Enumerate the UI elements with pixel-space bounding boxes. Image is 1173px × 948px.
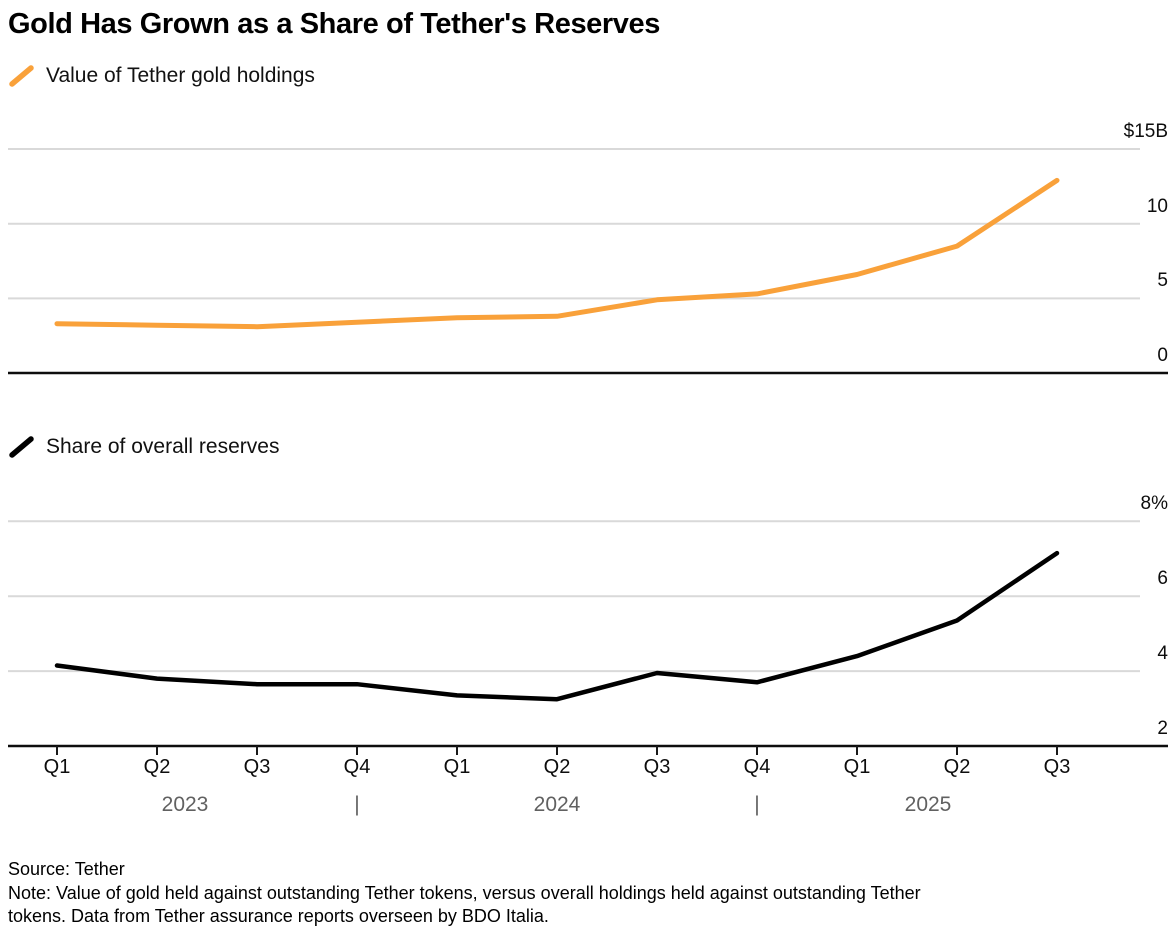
x-tick-label: Q1 bbox=[443, 756, 471, 778]
legend-reserve-share: Share of overall reserves bbox=[8, 435, 279, 459]
x-tick-label: Q2 bbox=[143, 756, 171, 778]
year-label: 2023 bbox=[161, 793, 209, 816]
y-tick-label: 8% bbox=[1140, 493, 1168, 515]
legend-gold-value: Value of Tether gold holdings bbox=[8, 64, 315, 88]
x-tick-label: Q3 bbox=[643, 756, 671, 778]
y-tick-label: 10 bbox=[1146, 195, 1168, 217]
legend-label-reserve-share: Share of overall reserves bbox=[46, 435, 280, 458]
black-line-legend-icon bbox=[9, 436, 34, 458]
x-tick-label: Q1 bbox=[43, 756, 71, 778]
y-tick-label: 6 bbox=[1157, 568, 1168, 590]
chart-footer: Source: Tether Note: Value of gold held … bbox=[8, 858, 953, 928]
data-line-reserve-share bbox=[54, 550, 1060, 702]
x-tick-label: Q3 bbox=[243, 756, 271, 778]
x-tick-label: Q2 bbox=[543, 756, 571, 778]
y-tick-label: 0 bbox=[1157, 345, 1168, 366]
y-tick-label: 2 bbox=[1157, 718, 1168, 739]
source-line: Source: Tether bbox=[8, 859, 125, 879]
note-line: Note: Value of gold held against outstan… bbox=[8, 883, 921, 926]
y-tick-label: 5 bbox=[1157, 270, 1168, 292]
data-line-gold-value bbox=[54, 177, 1060, 330]
year-separator: | bbox=[354, 793, 360, 816]
x-tick-label: Q4 bbox=[343, 756, 371, 778]
x-tick-label: Q3 bbox=[1043, 756, 1071, 778]
year-label: 2025 bbox=[904, 793, 952, 816]
legend-label-gold-value: Value of Tether gold holdings bbox=[46, 64, 315, 87]
x-tick-label: Q4 bbox=[743, 756, 771, 778]
x-tick-label: Q1 bbox=[843, 756, 871, 778]
orange-line-legend-icon bbox=[9, 65, 34, 87]
y-tick-label: $15B bbox=[1123, 121, 1168, 143]
chart-title: Gold Has Grown as a Share of Tether's Re… bbox=[8, 8, 660, 40]
year-label: 2024 bbox=[533, 793, 581, 816]
y-tick-label: 4 bbox=[1157, 643, 1168, 665]
x-tick-label: Q2 bbox=[943, 756, 971, 778]
year-separator: | bbox=[754, 793, 760, 816]
